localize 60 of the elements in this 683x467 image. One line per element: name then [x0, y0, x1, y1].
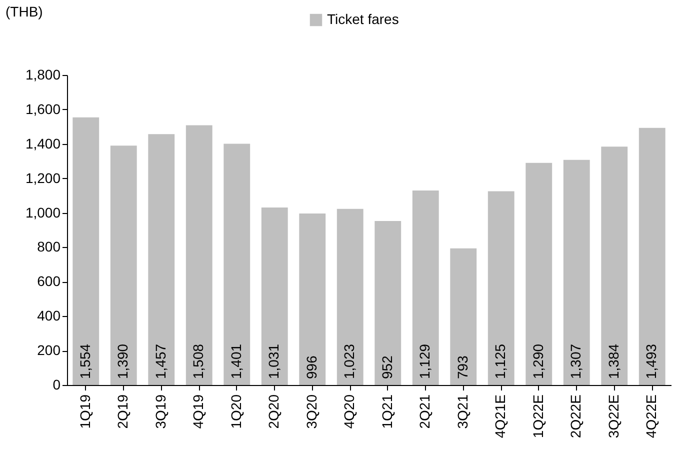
y-tick-label: 600	[37, 273, 61, 290]
bar	[261, 207, 288, 385]
bar	[72, 117, 100, 385]
x-tick-label: 1Q19	[76, 394, 93, 429]
x-tick-label: 4Q20	[341, 394, 358, 429]
data-label: 1,023	[341, 344, 358, 379]
x-tick-label: 2Q19	[114, 394, 131, 429]
bar	[186, 125, 212, 385]
bar	[638, 128, 666, 385]
data-label: 1,401	[228, 344, 244, 379]
x-tick-label: 2Q20	[266, 394, 282, 429]
y-tick-label: 1,400	[25, 135, 61, 152]
data-label: 1,390	[114, 344, 131, 379]
x-tick-label: 2Q21	[416, 394, 433, 429]
bar	[224, 144, 250, 385]
x-tick-label: 3Q22E	[605, 394, 622, 438]
data-label: 1,290	[530, 344, 546, 379]
x-tick-label: 2Q22E	[568, 394, 584, 438]
x-tick-label: 4Q19	[190, 394, 206, 429]
data-label: 1,457	[152, 344, 168, 379]
y-tick-label: 1,000	[25, 204, 61, 220]
x-tick-label: 3Q20	[303, 394, 320, 429]
x-tick-label: 4Q21E	[492, 394, 508, 438]
x-tick-label: 3Q19	[152, 394, 168, 429]
bar	[563, 160, 590, 385]
bar	[526, 162, 552, 385]
bar	[374, 221, 402, 385]
data-label: 1,129	[416, 344, 433, 379]
bar	[336, 208, 364, 385]
y-tick-label: 200	[37, 342, 61, 358]
data-label: 793	[454, 355, 470, 379]
y-tick-label: 800	[37, 238, 61, 255]
x-tick-label: 4Q22E	[643, 394, 660, 438]
y-tick-label: 1,800	[25, 66, 61, 82]
bar	[601, 146, 628, 385]
data-label: 1,493	[643, 344, 660, 379]
x-tick-label: 3Q21	[454, 394, 470, 429]
y-tick-label: 400	[37, 308, 61, 324]
x-tick-label: 1Q22E	[530, 394, 546, 438]
bar	[450, 248, 477, 385]
data-label: 1,125	[492, 344, 508, 379]
y-axis-title: (THB)	[6, 4, 43, 20]
data-label: 1,554	[76, 344, 93, 379]
data-label: 1,031	[266, 344, 282, 379]
data-label: 1,384	[605, 344, 622, 379]
bar	[299, 213, 326, 385]
x-tick-label: 1Q21	[378, 394, 395, 429]
y-tick-label: 0	[52, 376, 61, 392]
data-label: 952	[378, 355, 395, 379]
data-label: 996	[303, 355, 320, 379]
legend-label: Ticket fares	[327, 11, 399, 27]
y-tick-label: 1,200	[25, 170, 61, 186]
bar	[488, 191, 514, 385]
data-label: 1,508	[190, 344, 206, 379]
bar	[148, 134, 175, 385]
data-label: 1,307	[568, 344, 584, 379]
bar	[412, 190, 439, 385]
bar	[110, 146, 137, 385]
y-tick-label: 1,600	[25, 100, 61, 117]
x-tick-label: 1Q20	[228, 394, 244, 429]
